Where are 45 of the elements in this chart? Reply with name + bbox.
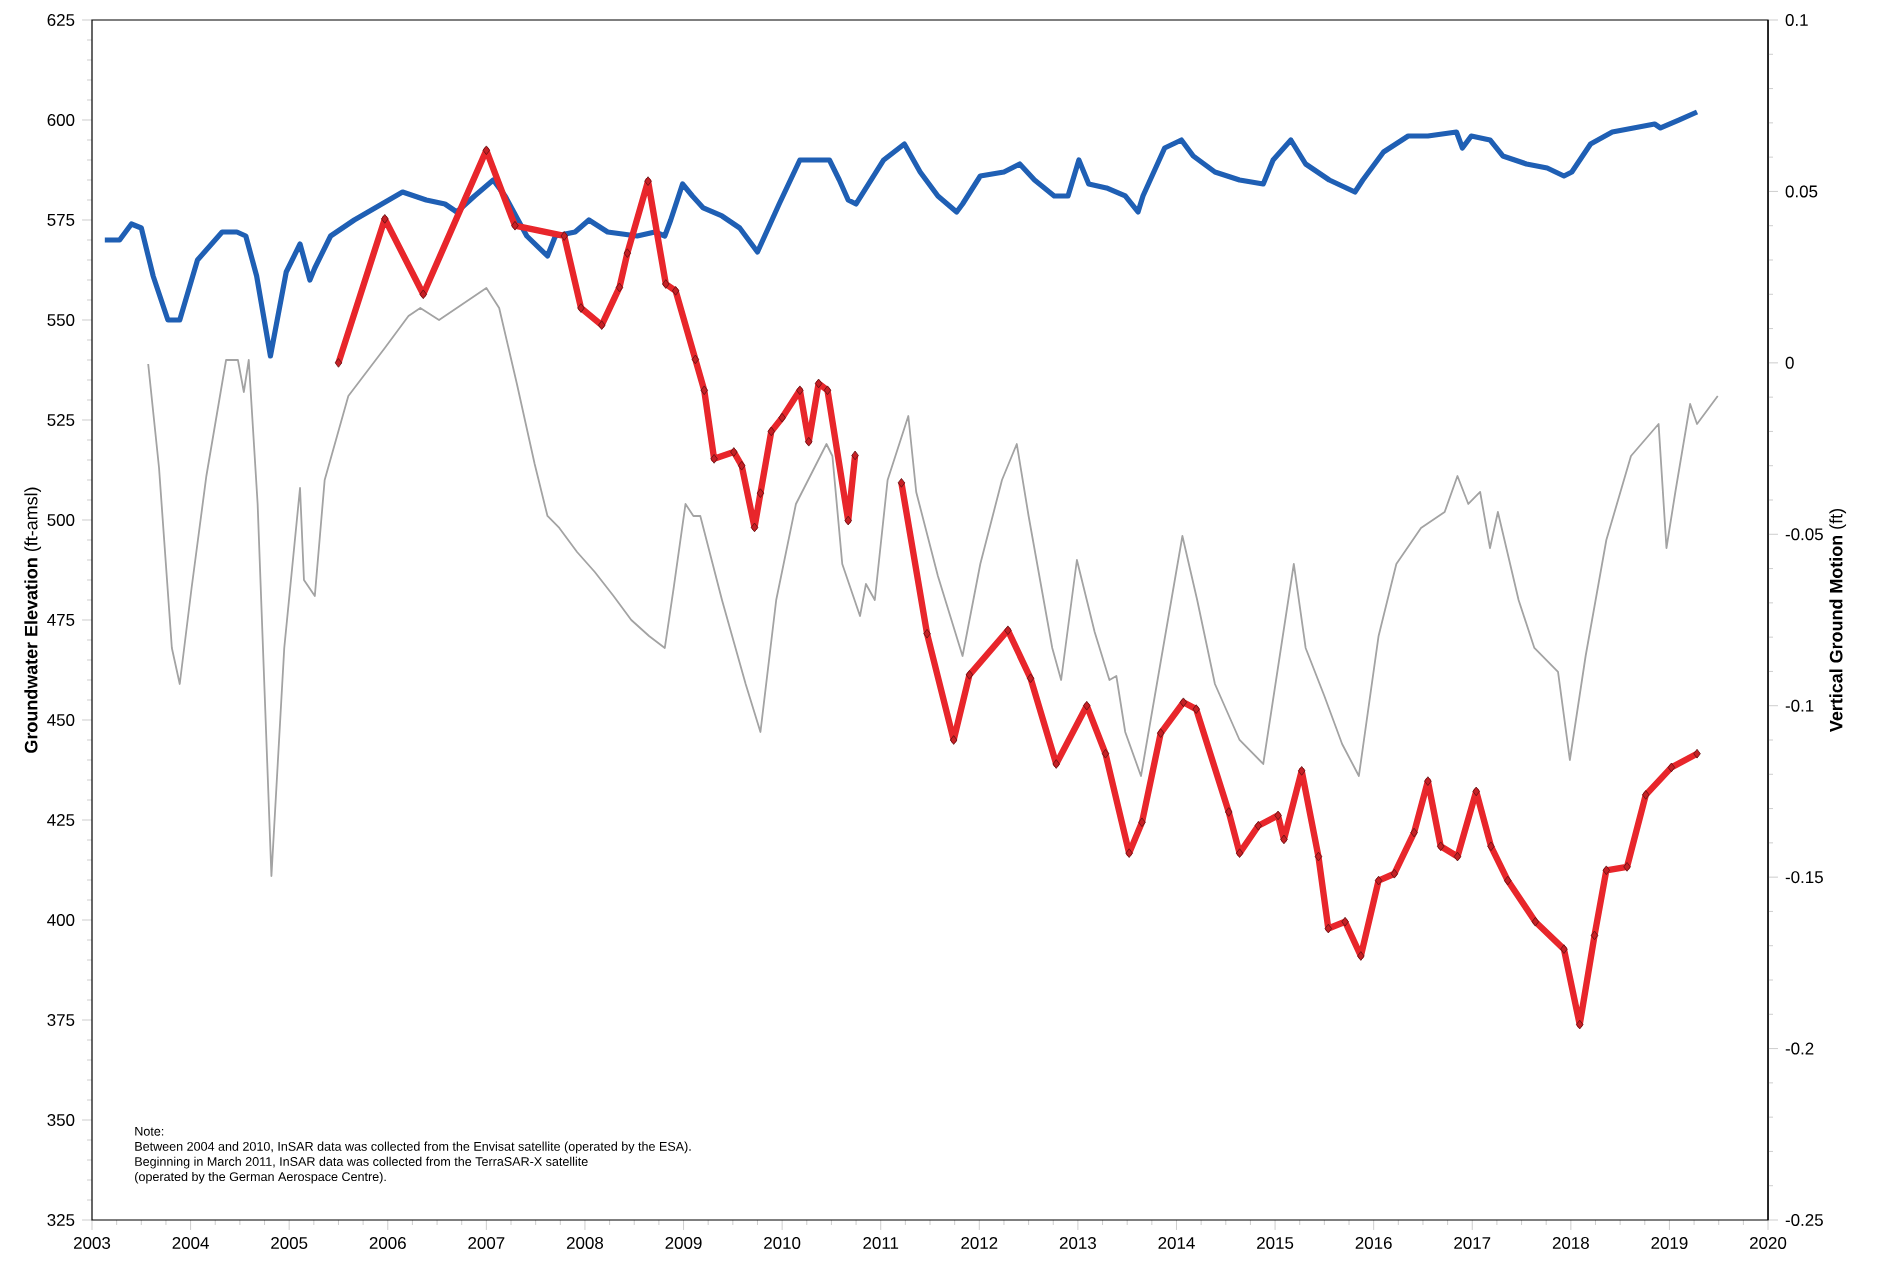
y-axis-title: Groundwater Elevation (ft-amsl) <box>24 487 42 753</box>
x-tick-label: 2013 <box>1059 1237 1096 1249</box>
annotation: Beginning in March 2011, InSAR data was collected from the TerraSAR-X satellite <box>135 1156 588 1169</box>
x-tick-label: 2018 <box>1552 1237 1589 1249</box>
x-tick-label: 2015 <box>1257 1237 1294 1249</box>
x-tick-label: 2019 <box>1651 1237 1688 1249</box>
y-tick-label: 550 <box>47 314 75 326</box>
x-tick-label: 2008 <box>566 1237 604 1249</box>
y2-tick-label: -0.05 <box>1785 528 1823 541</box>
y-tick-label: 525 <box>47 414 75 426</box>
y-tick-label: 600 <box>47 114 75 126</box>
y2-tick-label: -0.15 <box>1785 871 1823 884</box>
y-tick-label: 575 <box>47 214 75 226</box>
x-tick-label: 2006 <box>369 1237 406 1249</box>
y2-axis-title: Vertical Ground Motion (ft) <box>1829 509 1847 732</box>
y-tick-label: 625 <box>47 14 75 26</box>
x-tick-label: 2017 <box>1454 1237 1491 1249</box>
y-tick-label: 350 <box>47 1114 75 1126</box>
y-tick-label: 475 <box>47 614 75 626</box>
y-tick-label: 400 <box>47 914 75 926</box>
y-tick-label: 425 <box>47 814 75 826</box>
annotation: (operated by the German Aerospace Centre). <box>135 1171 386 1184</box>
y-tick-label: 500 <box>47 514 75 526</box>
y-tick-label: 325 <box>47 1214 75 1226</box>
annotation: Note: <box>135 1126 164 1136</box>
x-tick-label: 2011 <box>863 1237 899 1249</box>
x-tick-label: 2014 <box>1158 1237 1195 1249</box>
x-tick-label: 2009 <box>665 1237 702 1249</box>
y2-tick-label: 0 <box>1785 356 1794 369</box>
x-tick-label: 2007 <box>468 1237 505 1249</box>
y2-tick-label: -0.2 <box>1785 1042 1814 1055</box>
x-tick-label: 2012 <box>961 1237 998 1249</box>
y2-tick-label: -0.25 <box>1785 1214 1823 1226</box>
y2-tick-label: 0.05 <box>1785 185 1818 198</box>
y2-tick-label: -0.1 <box>1785 699 1814 712</box>
x-tick-label: 2016 <box>1355 1237 1392 1249</box>
x-tick-label: 2004 <box>172 1237 209 1249</box>
annotation: Between 2004 and 2010, InSAR data was collected from the Envisat satellite (operated by the ESA). <box>135 1141 691 1154</box>
x-tick-label: 2010 <box>764 1237 801 1249</box>
x-tick-label: 2020 <box>1750 1237 1787 1249</box>
y-tick-label: 375 <box>47 1014 75 1026</box>
x-tick-label: 2003 <box>74 1237 111 1249</box>
y-tick-label: 450 <box>47 714 75 726</box>
x-tick-label: 2005 <box>271 1237 308 1249</box>
y2-tick-label: 0.1 <box>1785 14 1808 26</box>
